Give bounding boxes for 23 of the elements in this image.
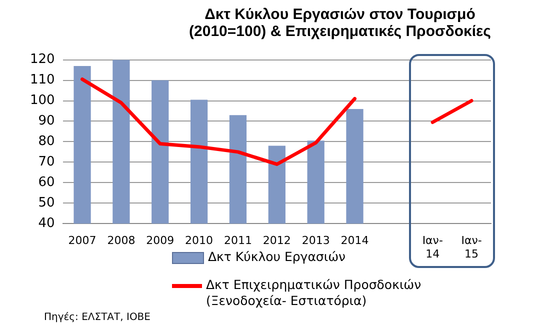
x-tick-label: 2014 [340,234,369,248]
chart-title: Δκτ Κύκλου Εργασιών στον Τουρισμό (2010=100) & Επιχειρηματικές Προσδοκίες [188,6,492,40]
y-tick-label: 100 [30,93,55,108]
legend-label: Δκτ Κύκλου Εργασιών [208,249,346,265]
x-tick-label: 2012 [262,234,291,248]
y-tick-label: 50 [38,196,55,210]
y-tick-label: 90 [38,114,55,129]
x-tick-label: 2013 [302,234,330,248]
x-tick-label: 2007 [68,234,96,248]
text: Πηγές: ΕΛΣΤΑΤ, ΙΟΒΕ [44,312,150,323]
y-tick-label: 80 [38,134,55,150]
y-tick-label: 120 [30,52,55,68]
x-tick-label: 2011 [224,234,252,248]
legend-label: Δκτ Επιχειρηματικών Προσδοκιών (Ξενοδοχεία- Εστιατόρια) [206,277,422,309]
x-tick-label: 2008 [107,234,136,248]
x-tick-label: 2010 [185,234,214,248]
y-tick-label: 70 [38,154,55,170]
y-tick-label: 110 [30,72,55,88]
x-tick-label: 2009 [146,234,174,248]
y-tick-label: 60 [38,175,55,190]
y-tick-label: 40 [38,216,55,231]
x-tick-label: Ιαν-14 [422,234,443,260]
x-tick-label: Ιαν-15 [461,234,482,260]
